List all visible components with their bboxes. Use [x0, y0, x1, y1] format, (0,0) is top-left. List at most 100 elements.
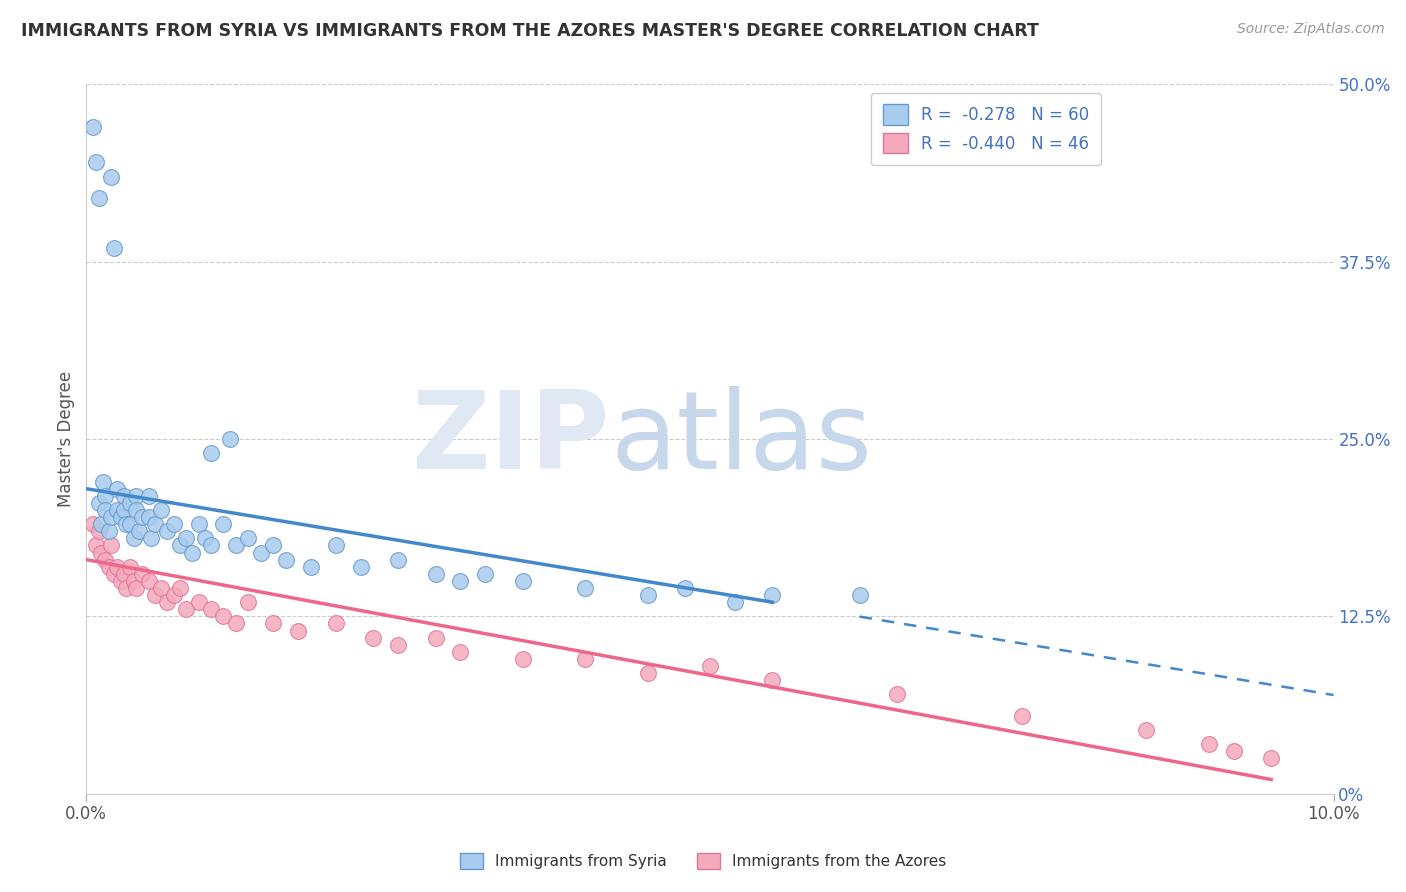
Point — [449, 645, 471, 659]
Point — [94, 503, 117, 517]
Point — [90, 545, 112, 559]
Point — [761, 673, 783, 688]
Point — [350, 559, 373, 574]
Point — [299, 559, 322, 574]
Point — [1222, 744, 1244, 758]
Point — [574, 652, 596, 666]
Point — [100, 169, 122, 184]
Point — [100, 538, 122, 552]
Point — [115, 517, 138, 532]
Point — [162, 517, 184, 532]
Point — [125, 489, 148, 503]
Point — [187, 595, 209, 609]
Point — [848, 588, 870, 602]
Point — [637, 666, 659, 681]
Point — [118, 517, 141, 532]
Point — [131, 510, 153, 524]
Point — [97, 524, 120, 539]
Point — [200, 602, 222, 616]
Point — [724, 595, 747, 609]
Point — [162, 588, 184, 602]
Point — [181, 545, 204, 559]
Point — [156, 595, 179, 609]
Point — [361, 631, 384, 645]
Point — [103, 566, 125, 581]
Point — [107, 503, 129, 517]
Point — [110, 574, 132, 588]
Point — [425, 631, 447, 645]
Point — [387, 638, 409, 652]
Point — [82, 517, 104, 532]
Point — [118, 496, 141, 510]
Point — [425, 566, 447, 581]
Point — [150, 503, 173, 517]
Point — [673, 581, 696, 595]
Point — [1011, 708, 1033, 723]
Point — [194, 532, 217, 546]
Point — [150, 581, 173, 595]
Point — [110, 510, 132, 524]
Point — [238, 595, 260, 609]
Point — [886, 687, 908, 701]
Point — [449, 574, 471, 588]
Point — [512, 574, 534, 588]
Point — [112, 503, 135, 517]
Point — [287, 624, 309, 638]
Point — [212, 609, 235, 624]
Point — [94, 489, 117, 503]
Point — [112, 566, 135, 581]
Point — [238, 532, 260, 546]
Point — [138, 510, 160, 524]
Point — [125, 503, 148, 517]
Point — [87, 191, 110, 205]
Text: atlas: atlas — [610, 386, 872, 492]
Point — [174, 532, 197, 546]
Legend: Immigrants from Syria, Immigrants from the Azores: Immigrants from Syria, Immigrants from t… — [454, 847, 952, 875]
Point — [574, 581, 596, 595]
Point — [1198, 737, 1220, 751]
Point — [100, 510, 122, 524]
Point — [325, 538, 347, 552]
Point — [87, 496, 110, 510]
Point — [91, 475, 114, 489]
Point — [125, 581, 148, 595]
Point — [128, 524, 150, 539]
Point — [131, 566, 153, 581]
Point — [84, 538, 107, 552]
Point — [118, 559, 141, 574]
Point — [262, 538, 284, 552]
Point — [84, 155, 107, 169]
Point — [250, 545, 273, 559]
Point — [107, 482, 129, 496]
Text: ZIP: ZIP — [412, 386, 610, 492]
Point — [90, 517, 112, 532]
Point — [699, 659, 721, 673]
Point — [761, 588, 783, 602]
Point — [512, 652, 534, 666]
Point — [143, 517, 166, 532]
Point — [1135, 723, 1157, 737]
Point — [225, 616, 247, 631]
Point — [107, 559, 129, 574]
Point — [169, 538, 191, 552]
Text: Source: ZipAtlas.com: Source: ZipAtlas.com — [1237, 22, 1385, 37]
Point — [156, 524, 179, 539]
Point — [225, 538, 247, 552]
Point — [115, 581, 138, 595]
Point — [143, 588, 166, 602]
Point — [262, 616, 284, 631]
Point — [200, 538, 222, 552]
Point — [138, 489, 160, 503]
Point — [387, 552, 409, 566]
Point — [212, 517, 235, 532]
Point — [122, 574, 145, 588]
Point — [474, 566, 496, 581]
Point — [87, 524, 110, 539]
Point — [637, 588, 659, 602]
Point — [274, 552, 297, 566]
Point — [94, 552, 117, 566]
Point — [82, 120, 104, 134]
Point — [103, 241, 125, 255]
Point — [200, 446, 222, 460]
Point — [97, 559, 120, 574]
